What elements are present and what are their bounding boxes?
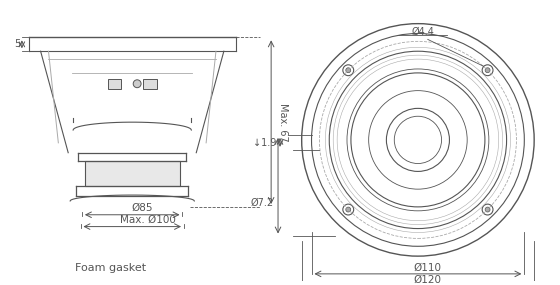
Circle shape <box>346 207 351 212</box>
Text: Ø4.4: Ø4.4 <box>412 27 435 36</box>
Circle shape <box>485 207 490 212</box>
Circle shape <box>346 68 351 73</box>
Text: Ø85: Ø85 <box>132 203 153 213</box>
Text: Max. Ø100: Max. Ø100 <box>120 215 176 225</box>
Text: 5: 5 <box>14 39 20 49</box>
Circle shape <box>485 68 490 73</box>
Bar <box>143 79 157 89</box>
Text: Max. 67: Max. 67 <box>278 103 288 142</box>
Text: Ø120: Ø120 <box>414 275 442 285</box>
Circle shape <box>133 80 141 88</box>
Text: ↓1.9: ↓1.9 <box>253 138 276 148</box>
Bar <box>85 160 180 186</box>
Text: Ø7.2: Ø7.2 <box>251 198 274 208</box>
Text: Ø110: Ø110 <box>414 263 442 273</box>
Text: Foam gasket: Foam gasket <box>75 263 146 273</box>
Bar <box>108 79 122 89</box>
